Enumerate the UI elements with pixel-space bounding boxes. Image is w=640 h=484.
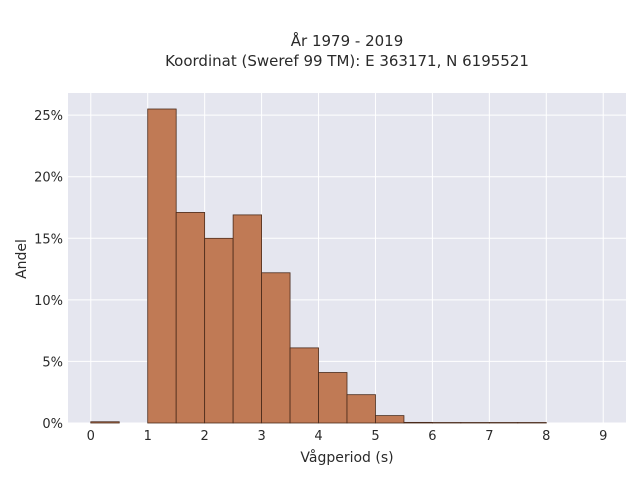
histogram-bar-11 — [404, 422, 432, 423]
x-tick-label-5: 5 — [371, 429, 379, 444]
x-tick-label-6: 6 — [428, 429, 436, 444]
x-tick-label-3: 3 — [257, 429, 265, 444]
histogram-bar-7 — [290, 348, 318, 423]
y-tick-label-1: 5% — [42, 355, 63, 370]
y-tick-label-0: 0% — [42, 417, 63, 432]
x-tick-label-9: 9 — [599, 429, 607, 444]
x-tick-labels: 0 1 2 3 4 5 6 7 8 9 — [87, 429, 608, 444]
x-tick-label-2: 2 — [201, 429, 209, 444]
histogram-bar-9 — [347, 395, 375, 423]
x-tick-label-1: 1 — [144, 429, 152, 444]
histogram-bar-3 — [176, 212, 204, 423]
x-tick-label-0: 0 — [87, 429, 95, 444]
x-axis-title: Vågperiod (s) — [300, 449, 393, 466]
histogram-bar-5 — [233, 215, 261, 423]
x-tick-label-4: 4 — [314, 429, 322, 444]
histogram-bar-2 — [148, 109, 176, 423]
histogram-bar-10 — [375, 416, 403, 423]
chart-title-line-1: År 1979 - 2019 — [291, 31, 404, 50]
x-tick-label-7: 7 — [485, 429, 493, 444]
chart-title-line-2: Koordinat (Sweref 99 TM): E 363171, N 61… — [165, 52, 529, 70]
y-tick-labels: 0% 5% 10% 15% 20% 25% — [34, 109, 63, 432]
histogram-bar-8 — [319, 373, 347, 423]
y-tick-label-5: 25% — [34, 109, 63, 124]
histogram-bar-6 — [262, 273, 290, 423]
histogram-bar-0 — [91, 422, 119, 423]
y-tick-label-2: 10% — [34, 294, 63, 309]
histogram-bar-4 — [205, 238, 233, 423]
x-tick-label-8: 8 — [542, 429, 550, 444]
y-axis-title: Andel — [14, 239, 30, 279]
y-tick-label-3: 15% — [34, 232, 63, 247]
y-tick-label-4: 20% — [34, 171, 63, 186]
